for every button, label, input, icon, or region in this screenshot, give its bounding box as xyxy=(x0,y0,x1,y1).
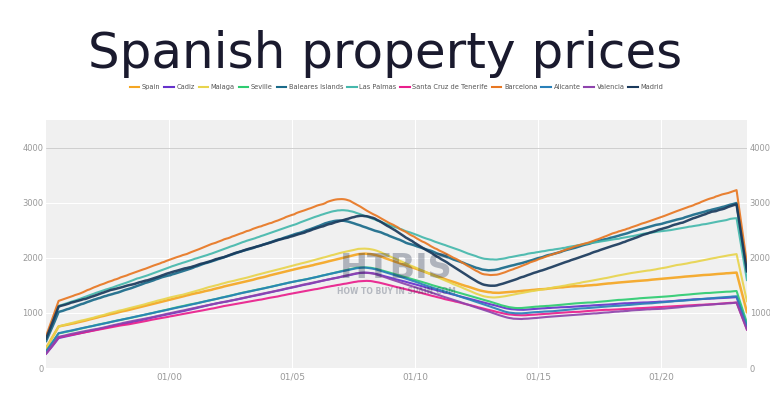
Text: HOW TO BUY IN SPAIN.COM: HOW TO BUY IN SPAIN.COM xyxy=(337,287,456,296)
Text: Spanish property prices: Spanish property prices xyxy=(88,30,682,78)
Legend: Spain, Cadiz, Malaga, Seville, Baleares Islands, Las Palmas, Santa Cruz de Tener: Spain, Cadiz, Malaga, Seville, Baleares … xyxy=(127,81,666,92)
Text: HTBIS: HTBIS xyxy=(340,252,453,285)
